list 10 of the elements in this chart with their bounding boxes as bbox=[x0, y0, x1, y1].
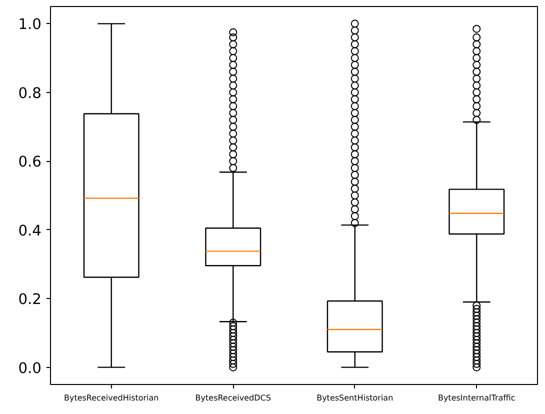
y-tick-label: 1.0 bbox=[18, 16, 42, 34]
y-tick-label: 0.2 bbox=[18, 291, 42, 308]
x-tick-label: BytesReceivedDCS bbox=[195, 394, 271, 402]
x-tick-label: BytesReceivedHistorian bbox=[64, 394, 159, 402]
x-tick-label: BytesInternalTraffic bbox=[438, 394, 516, 402]
y-tick-label: 0.6 bbox=[18, 154, 42, 171]
y-tick-label: 0.8 bbox=[18, 84, 42, 102]
x-tick-label: BytesSentHistorian bbox=[316, 394, 394, 402]
y-tick-label: 0.0 bbox=[18, 360, 42, 377]
y-tick-label: 0.4 bbox=[18, 222, 42, 240]
